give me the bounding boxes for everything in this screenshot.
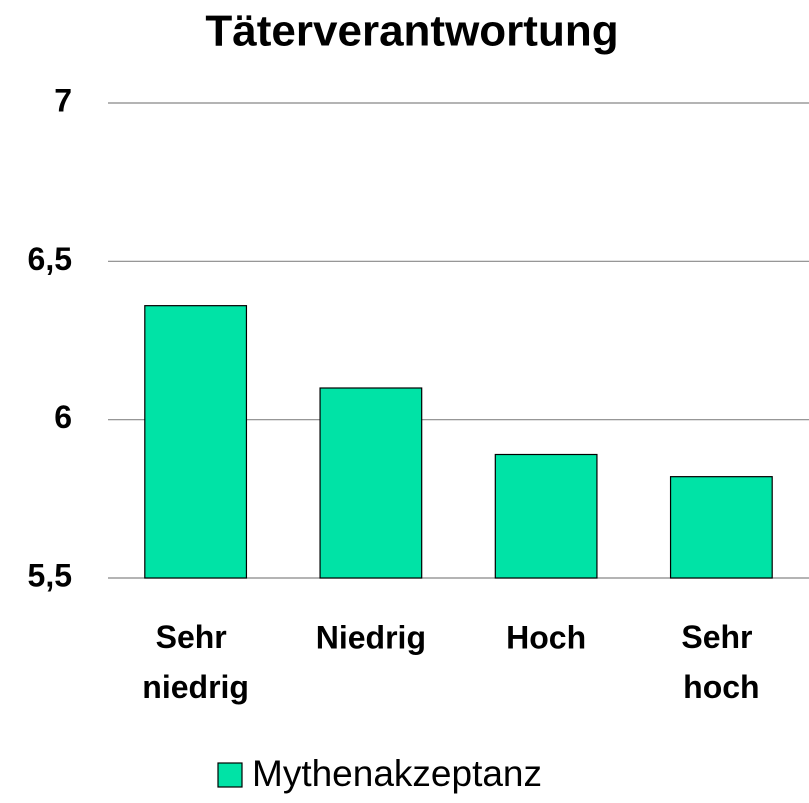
chart-title: Täterverantwortung xyxy=(205,7,618,56)
y-tick-label: 6,5 xyxy=(28,241,72,277)
x-tick-label: Niedrig xyxy=(316,619,426,655)
x-tick-label: Sehr niedrig xyxy=(142,619,249,705)
bar xyxy=(669,476,773,579)
y-tick-label: 5,5 xyxy=(28,557,72,593)
bar xyxy=(494,453,598,579)
y-tick-label: 6 xyxy=(54,399,72,435)
bar xyxy=(319,387,423,579)
bar xyxy=(144,305,248,579)
x-tick-label: Sehr hoch xyxy=(681,619,761,705)
legend-swatch xyxy=(217,762,243,788)
y-tick-label: 7 xyxy=(54,82,72,118)
legend-label: Mythenakzeptanz xyxy=(252,753,542,794)
x-tick-label: Hoch xyxy=(506,619,586,655)
